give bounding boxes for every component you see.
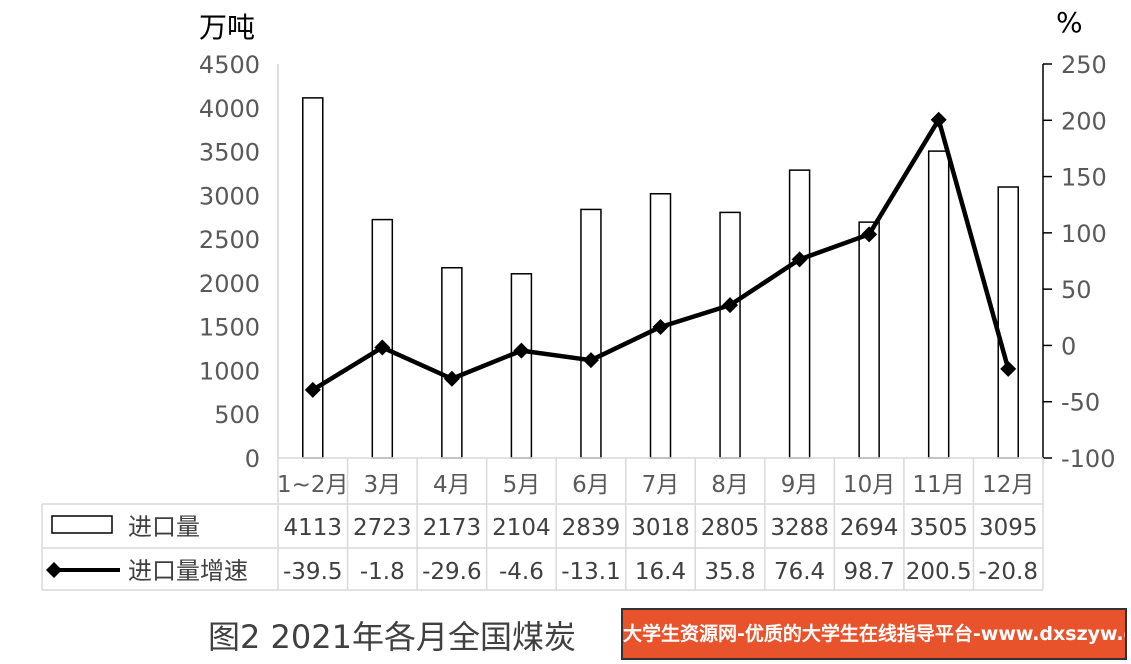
bar bbox=[858, 221, 880, 459]
figure-caption: 图2 2021年各月全国煤炭 bbox=[208, 618, 576, 656]
y-right-tick-label: 50 bbox=[1061, 276, 1092, 304]
y-right-tick-label: -50 bbox=[1061, 389, 1100, 417]
growth-point-marker bbox=[722, 297, 739, 314]
x-category-label: 6月 bbox=[572, 472, 610, 498]
bar bbox=[580, 208, 602, 459]
growth-point-marker bbox=[374, 339, 391, 356]
x-category-label: 4月 bbox=[433, 472, 471, 498]
legend-line-label: 进口量增速 bbox=[128, 557, 248, 585]
table-value-imports: 2173 bbox=[423, 515, 482, 541]
x-category-label: 3月 bbox=[363, 472, 401, 498]
y-left-tick-label: 3000 bbox=[199, 182, 260, 210]
y-left-tick-label: 1000 bbox=[199, 357, 260, 385]
table-value-growth: 16.4 bbox=[635, 559, 686, 585]
x-category-label: 11月 bbox=[913, 472, 965, 498]
y-right-tick-label: 200 bbox=[1061, 107, 1107, 135]
table-value-imports: 3018 bbox=[631, 515, 690, 541]
bar bbox=[719, 211, 741, 459]
x-category-label: 5月 bbox=[503, 472, 541, 498]
watermark-banner: 大学生资源网-优质的大学生在线指导平台-www.dxszyw.cn bbox=[621, 608, 1127, 660]
y-right-tick-label: 100 bbox=[1061, 220, 1107, 248]
growth-point-marker bbox=[1000, 360, 1017, 377]
table-value-growth: 76.4 bbox=[774, 559, 825, 585]
x-category-label: 12月 bbox=[982, 472, 1034, 498]
table-value-imports: 4113 bbox=[283, 515, 342, 541]
x-category-label: 7月 bbox=[642, 472, 680, 498]
bar bbox=[997, 186, 1019, 459]
table-value-growth: -39.5 bbox=[283, 559, 343, 585]
table-value-growth: 98.7 bbox=[844, 559, 895, 585]
table-value-imports: 3505 bbox=[909, 515, 968, 541]
bar bbox=[441, 266, 463, 459]
table-value-imports: 3288 bbox=[770, 515, 829, 541]
legend-bar-label: 进口量 bbox=[128, 513, 200, 541]
y-left-tick-label: 2000 bbox=[199, 270, 260, 298]
y-left-tick-label: 1500 bbox=[199, 314, 260, 342]
table-value-growth: 200.5 bbox=[906, 559, 972, 585]
bar bbox=[371, 218, 394, 459]
growth-point-marker bbox=[513, 342, 530, 359]
growth-point-marker bbox=[443, 370, 460, 387]
table-value-growth: -13.1 bbox=[561, 559, 621, 585]
table-value-imports: 2694 bbox=[840, 515, 899, 541]
x-category-label: 8月 bbox=[711, 472, 749, 498]
y-left-tick-label: 4000 bbox=[199, 95, 260, 123]
growth-point-marker bbox=[791, 251, 808, 268]
table-value-growth: -29.6 bbox=[422, 559, 482, 585]
legend-bar-key bbox=[51, 515, 113, 534]
y-right-tick-label: 0 bbox=[1061, 332, 1076, 360]
bar bbox=[302, 97, 324, 459]
y-right-axis-title: % bbox=[1056, 6, 1083, 39]
table-value-growth: 35.8 bbox=[704, 559, 755, 585]
legend-line-marker bbox=[46, 562, 62, 578]
growth-point-marker bbox=[861, 226, 878, 243]
x-category-label: 10月 bbox=[843, 472, 895, 498]
growth-point-marker bbox=[304, 381, 321, 398]
x-category-label: 9月 bbox=[781, 472, 819, 498]
bar bbox=[788, 169, 811, 459]
bar bbox=[927, 150, 950, 459]
bar bbox=[510, 273, 533, 459]
table-value-imports: 2839 bbox=[562, 515, 621, 541]
y-left-tick-label: 4500 bbox=[199, 51, 260, 79]
table-value-imports: 2723 bbox=[353, 515, 412, 541]
y-left-axis-title: 万吨 bbox=[199, 11, 256, 44]
growth-point-marker bbox=[652, 318, 669, 335]
y-left-tick-label: 0 bbox=[245, 445, 260, 473]
table-value-growth: -1.8 bbox=[360, 559, 405, 585]
y-left-tick-label: 3500 bbox=[199, 139, 260, 167]
y-right-tick-label: -100 bbox=[1061, 445, 1115, 473]
y-right-tick-label: 250 bbox=[1061, 51, 1107, 79]
growth-point-marker bbox=[930, 111, 947, 128]
table-value-imports: 2104 bbox=[492, 515, 551, 541]
table-value-imports: 3095 bbox=[979, 515, 1038, 541]
y-left-tick-label: 500 bbox=[214, 401, 260, 429]
table-value-growth: -20.8 bbox=[978, 559, 1038, 585]
x-category-label: 1~2月 bbox=[277, 472, 349, 498]
y-right-tick-label: 150 bbox=[1061, 164, 1107, 192]
y-left-tick-label: 2500 bbox=[199, 226, 260, 254]
growth-point-marker bbox=[582, 352, 599, 369]
table-value-imports: 2805 bbox=[701, 515, 760, 541]
table-value-growth: -4.6 bbox=[499, 559, 544, 585]
